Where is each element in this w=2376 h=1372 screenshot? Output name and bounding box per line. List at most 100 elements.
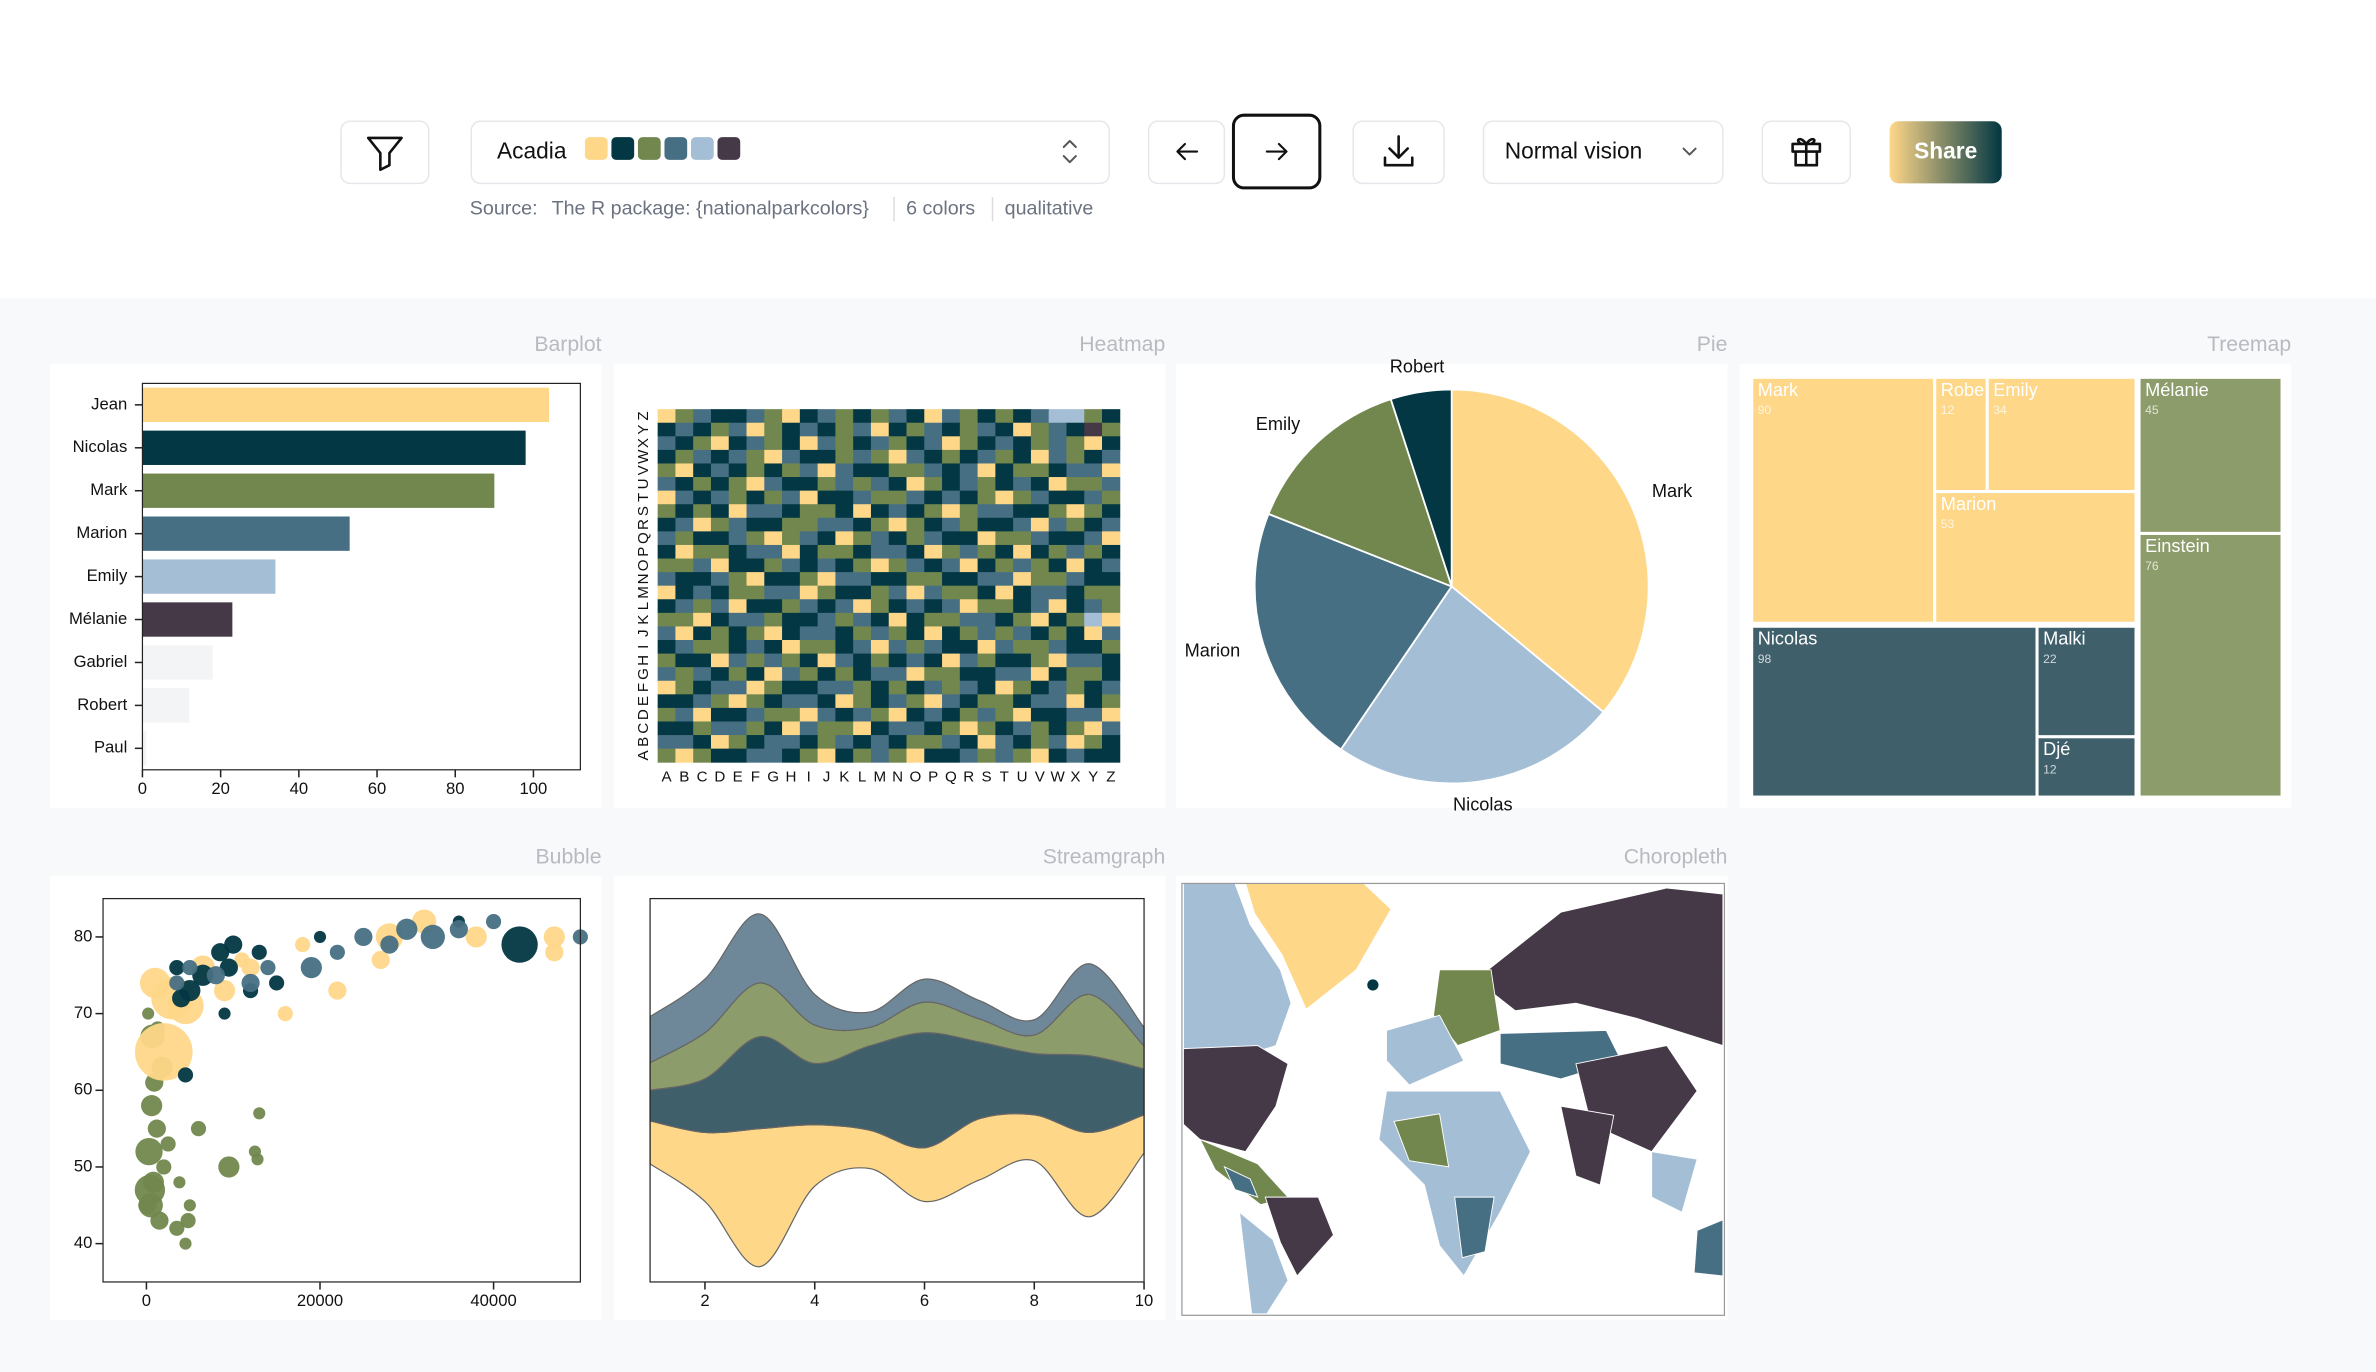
source: The R package: {nationalparkcolors} [552, 197, 870, 219]
heat-cell [959, 558, 979, 573]
heat-cell [728, 409, 747, 424]
y-tick-label: 60 [74, 1080, 93, 1099]
chart-panel: Barplot Jean Nicolas Mark Marion Emily Mélanie… [50, 333, 602, 808]
heat-cell [1102, 599, 1121, 614]
bubble [396, 918, 418, 940]
heat-cell [924, 477, 943, 492]
heat-cell [870, 504, 890, 519]
heat-cell [693, 558, 712, 573]
heat-cell [924, 640, 943, 655]
heat-cell [746, 490, 765, 505]
heat-cell [977, 422, 996, 437]
heat-cell [959, 612, 979, 627]
x-tick-label: Y [1088, 768, 1098, 785]
cell-name: Robert [1941, 380, 1996, 400]
vision-select[interactable]: Normal vision [1482, 120, 1724, 185]
x-tick-label: H [785, 768, 796, 785]
y-tick-label: Nicolas [73, 437, 128, 456]
download-button[interactable] [1352, 120, 1445, 185]
heat-cell [799, 436, 819, 451]
heat-cell [906, 449, 925, 464]
gift-button[interactable] [1761, 120, 1851, 185]
heat-cell [1048, 436, 1067, 451]
heat-cell [782, 544, 801, 559]
cell-value: 12 [2043, 762, 2057, 776]
heat-cell [1013, 490, 1032, 505]
heat-cell [1030, 612, 1050, 627]
heat-cell [1013, 449, 1032, 464]
heat-cell [1084, 531, 1103, 546]
next-button[interactable] [1231, 113, 1322, 190]
treemap-cell [2137, 531, 2284, 799]
pie-slice [1389, 388, 1453, 587]
x-tick-label: W [1050, 768, 1065, 785]
filter-button[interactable] [340, 120, 430, 185]
palette-select[interactable]: Acadia [470, 120, 1110, 185]
heat-cell [870, 531, 890, 546]
heat-cell [924, 599, 943, 614]
heat-cell [853, 422, 872, 437]
heat-cell [924, 721, 943, 736]
heat-cell [853, 572, 872, 587]
heat-cell [817, 667, 836, 682]
heat-cell [888, 748, 907, 763]
heat-cell [693, 517, 712, 532]
heat-cell [657, 572, 676, 587]
heat-cell [675, 599, 694, 614]
heat-cell [728, 667, 747, 682]
x-tick-label: S [981, 768, 991, 785]
heat-cell [817, 422, 836, 437]
heat-cell [1102, 735, 1121, 750]
treemap-cell [2137, 375, 2284, 535]
heat-cell [995, 735, 1014, 750]
bubble [543, 926, 565, 948]
heat-cell [817, 409, 836, 424]
heat-cell [906, 626, 925, 641]
heat-cell [888, 531, 907, 546]
heat-cell [906, 612, 925, 627]
heat-cell [728, 558, 747, 573]
heat-cell [1013, 626, 1032, 641]
heat-cell [1084, 477, 1103, 492]
heat-cell [1048, 531, 1067, 546]
heat-cell [675, 490, 694, 505]
cell-name: Malki [2043, 629, 2085, 649]
heat-cell [924, 612, 943, 627]
treemap-cell [2035, 735, 2138, 799]
heat-cell [959, 409, 979, 424]
cell-name: Emily [1993, 380, 2038, 400]
heat-cell [675, 477, 694, 492]
heat-cell [906, 504, 925, 519]
heat-cell [782, 436, 801, 451]
heat-cell [888, 653, 907, 668]
pie-slice [1450, 388, 1650, 714]
heat-cell [782, 517, 801, 532]
heat-cell [870, 585, 890, 600]
heat-cell [799, 721, 819, 736]
panel-bg [50, 363, 602, 808]
heat-cell [977, 490, 996, 505]
heat-cell [1030, 680, 1050, 695]
share-button[interactable]: Share [1889, 121, 2002, 184]
previous-button[interactable] [1147, 120, 1226, 185]
chart-panel: Treemap Mark 90 Robert 12 Emily 34 Marion 53 Nico… [1739, 333, 2292, 808]
heat-cell [782, 640, 801, 655]
heat-cell [995, 721, 1014, 736]
heat-cell [710, 572, 730, 587]
bubble [141, 1095, 163, 1117]
cell-label-box: Malki 22 [2043, 629, 2085, 666]
heat-cell [1084, 735, 1103, 750]
y-tick-label: 50 [74, 1156, 93, 1175]
bar [142, 387, 550, 423]
heat-cell [870, 422, 890, 437]
heat-cell [977, 544, 996, 559]
heat-cell [977, 626, 996, 641]
heat-cell [853, 436, 872, 451]
heat-cell [924, 680, 943, 695]
chart-title: Choropleth [1624, 845, 1728, 868]
heat-cell [782, 572, 801, 587]
heat-cell [853, 667, 872, 682]
heat-cell [853, 558, 872, 573]
heat-cell [1084, 667, 1103, 682]
